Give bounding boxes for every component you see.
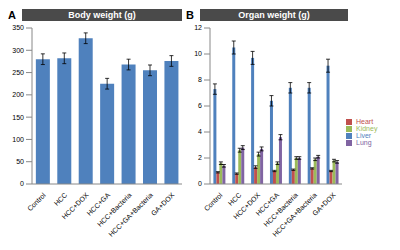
- svg-text:0: 0: [20, 180, 24, 187]
- svg-text:HCC: HCC: [227, 191, 243, 207]
- svg-text:150: 150: [12, 114, 24, 121]
- html-text:Heart: Heart: [356, 117, 374, 125]
- svg-text:GA+DOX: GA+DOX: [311, 191, 337, 217]
- html-text:Lung: Lung: [356, 139, 372, 147]
- svg-text:HCC+Bacteria: HCC+Bacteria: [262, 191, 300, 228]
- svg-text:HCC+Bacteria: HCC+Bacteria: [95, 191, 133, 228]
- svg-text:50: 50: [16, 158, 24, 165]
- svg-text:HCC+DOX: HCC+DOX: [232, 191, 262, 221]
- svg-text:HCC+GA+Bacteria: HCC+GA+Bacteria: [271, 191, 318, 238]
- svg-text:350: 350: [12, 24, 24, 31]
- svg-text:6: 6: [198, 102, 202, 109]
- svg-text:HCC+GA: HCC+GA: [85, 191, 112, 217]
- html-text:Liver: Liver: [356, 132, 372, 139]
- svg-text:HCC+GA+Bacteria: HCC+GA+Bacteria: [107, 191, 154, 238]
- html-text:Organ weight (g): Organ weight (g): [238, 10, 310, 20]
- svg-text:100: 100: [12, 136, 24, 143]
- svg-text:0: 0: [198, 180, 202, 187]
- html-text:Body weight (g): Body weight (g): [68, 10, 136, 20]
- html-text:B: B: [186, 9, 194, 21]
- svg-text:10: 10: [194, 50, 202, 57]
- svg-text:GA+DOX: GA+DOX: [150, 191, 176, 217]
- svg-text:4: 4: [198, 128, 202, 135]
- svg-text:2: 2: [198, 154, 202, 161]
- svg-text:300: 300: [12, 47, 24, 54]
- svg-text:250: 250: [12, 69, 24, 76]
- svg-text:200: 200: [12, 91, 24, 98]
- html-text:A: A: [8, 9, 16, 21]
- svg-text:12: 12: [194, 24, 202, 31]
- svg-text:HCC+GA: HCC+GA: [254, 191, 281, 217]
- svg-text:HCC+DOX: HCC+DOX: [60, 191, 90, 221]
- html-text:Kidney: Kidney: [356, 124, 378, 132]
- svg-text:8: 8: [198, 76, 202, 83]
- svg-text:HCC: HCC: [53, 191, 69, 207]
- svg-text:Control: Control: [26, 191, 47, 212]
- svg-text:Control: Control: [203, 191, 224, 212]
